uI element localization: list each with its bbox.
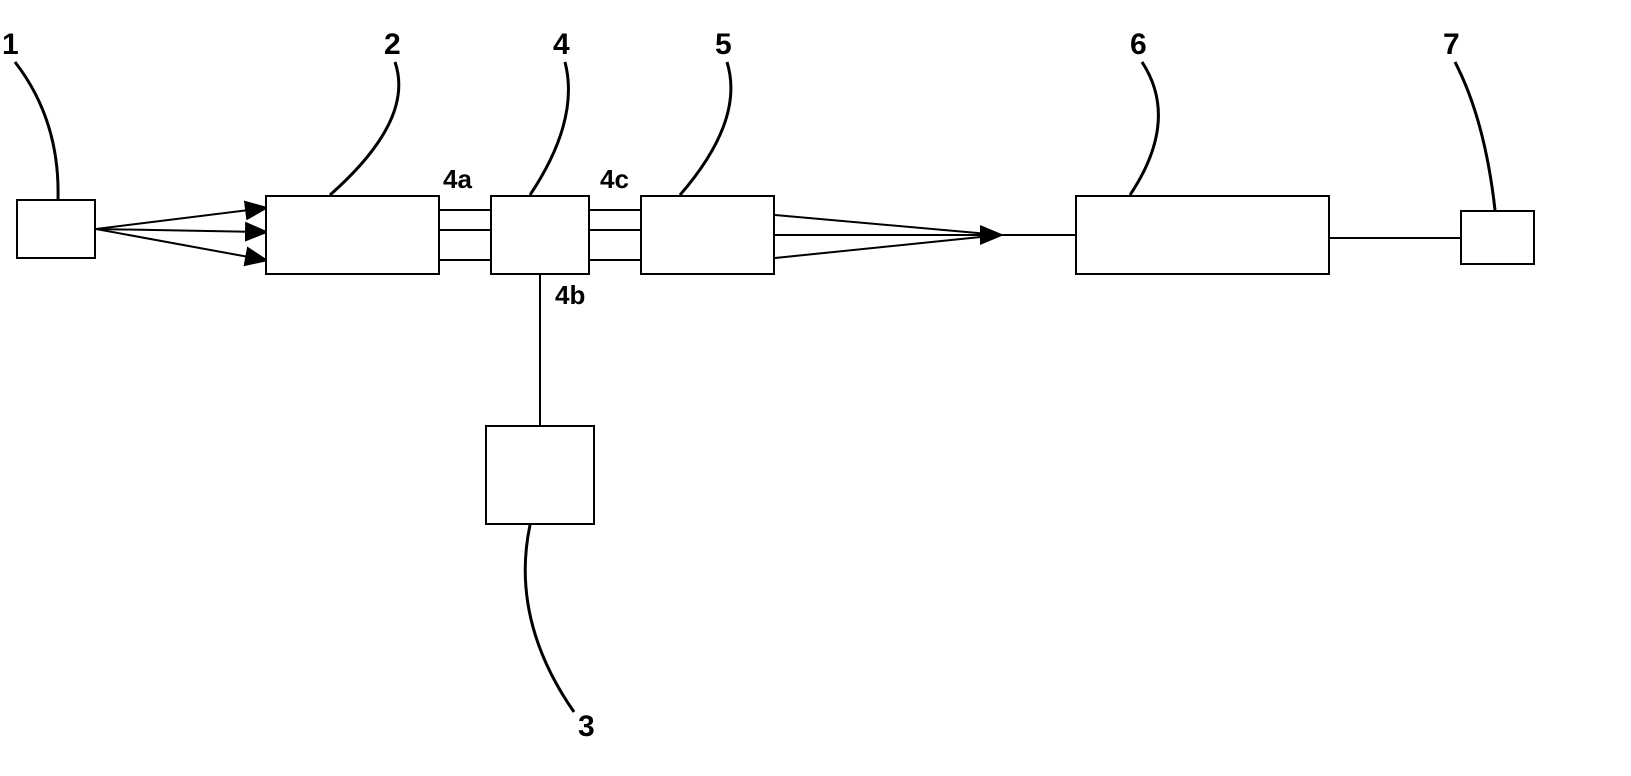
label-4b: 4b: [555, 280, 585, 311]
label-4c: 4c: [600, 164, 629, 195]
label-1: 1: [2, 28, 19, 62]
label-4: 4: [553, 28, 570, 62]
label-2: 2: [384, 28, 401, 62]
diagram-svg: [0, 0, 1631, 776]
box-1: [16, 199, 96, 259]
label-3: 3: [578, 710, 595, 744]
box-6: [1075, 195, 1330, 275]
label-5: 5: [715, 28, 732, 62]
box-2: [265, 195, 440, 275]
label-4a: 4a: [443, 164, 472, 195]
box-4: [490, 195, 590, 275]
label-7: 7: [1443, 28, 1460, 62]
box-5: [640, 195, 775, 275]
label-6: 6: [1130, 28, 1147, 62]
box-3: [485, 425, 595, 525]
box-7: [1460, 210, 1535, 265]
